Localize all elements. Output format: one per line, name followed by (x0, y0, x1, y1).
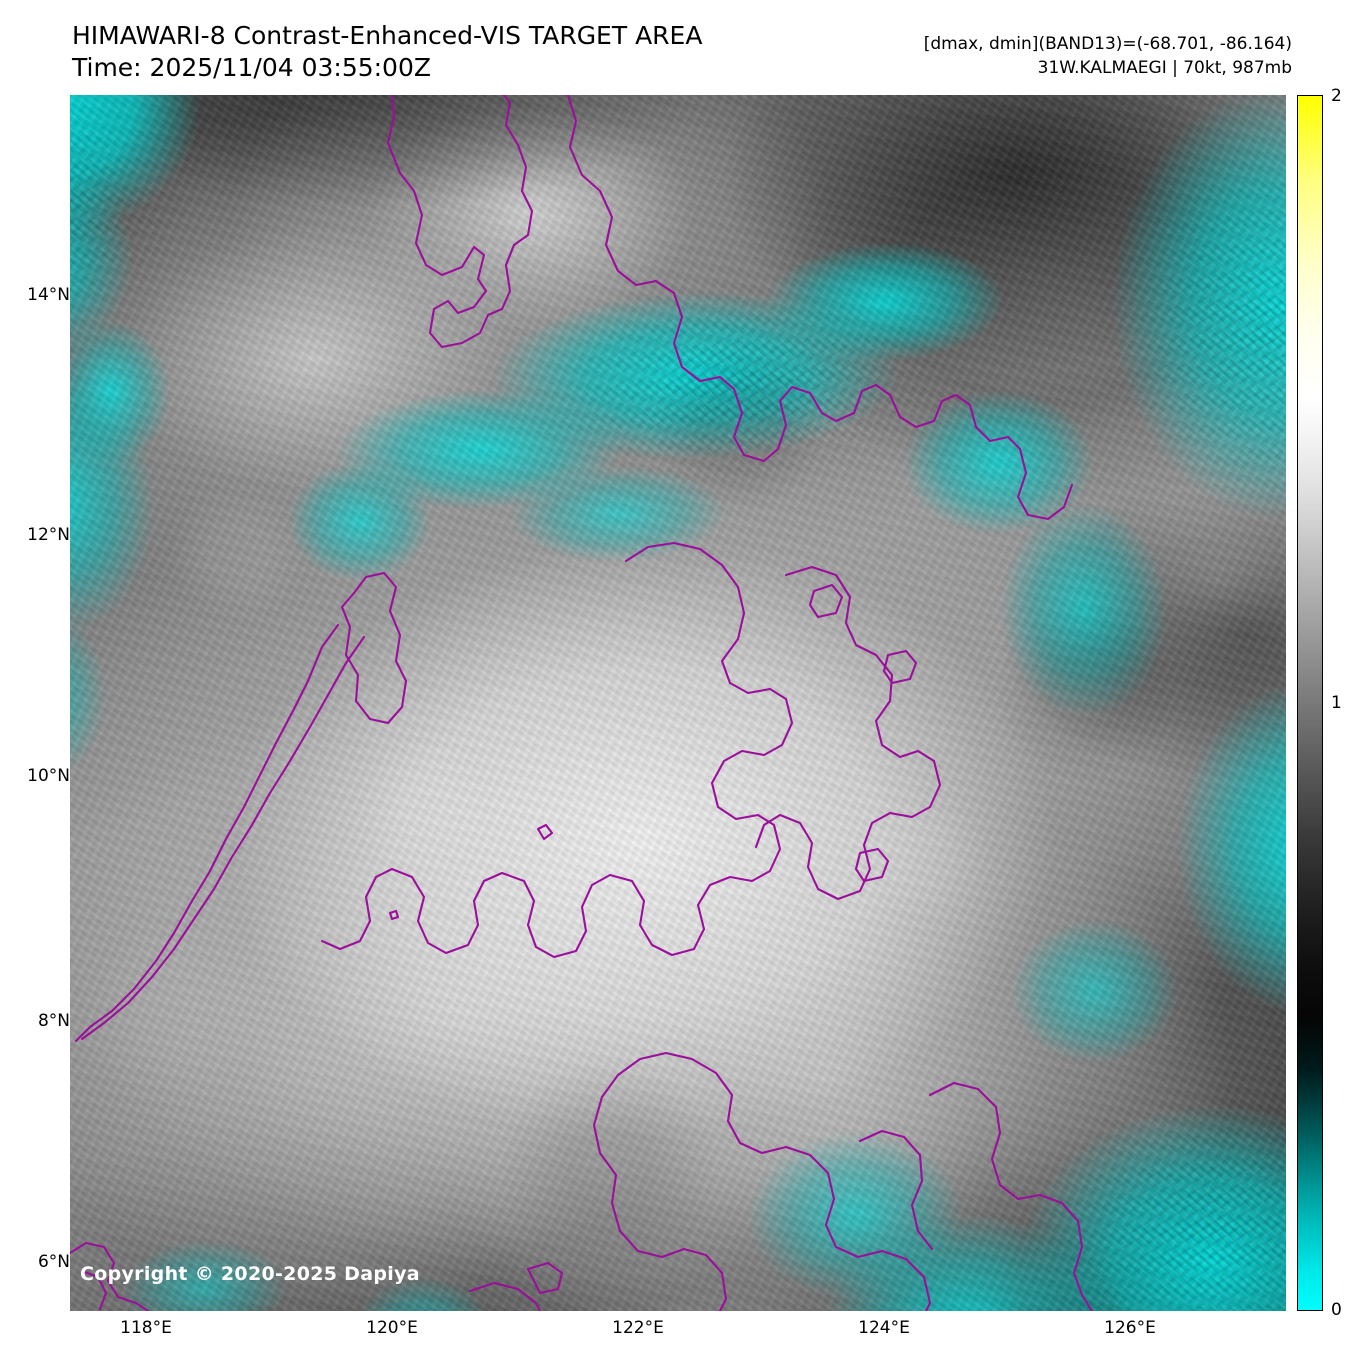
satellite-image-plot[interactable]: Copyright © 2020-2025 Dapiya (70, 95, 1286, 1311)
y-axis-tick-12n: 12°N (27, 525, 70, 545)
colorbar[interactable] (1297, 95, 1323, 1311)
cloud-texture-layer-mottle (70, 95, 1286, 1311)
x-axis-tick-126e: 126°E (1104, 1318, 1156, 1338)
page-title: HIMAWARI-8 Contrast-Enhanced-VIS TARGET … (72, 21, 703, 50)
colorbar-tick-1: 1 (1331, 693, 1342, 713)
y-axis-tick-8n: 8°N (37, 1011, 70, 1031)
x-axis-tick-124e: 124°E (858, 1318, 910, 1338)
colorbar-tick-0: 0 (1331, 1300, 1342, 1320)
copyright-notice: Copyright © 2020-2025 Dapiya (80, 1263, 420, 1285)
colorbar-tick-2: 2 (1331, 86, 1342, 106)
storm-info-label: 31W.KALMAEGI | 70kt, 987mb (1037, 58, 1292, 78)
x-axis-tick-122e: 122°E (612, 1318, 664, 1338)
x-axis-tick-120e: 120°E (366, 1318, 418, 1338)
y-axis-tick-10n: 10°N (27, 766, 70, 786)
satellite-swath (70, 95, 1286, 1311)
figure-title-block: HIMAWARI-8 Contrast-Enhanced-VIS TARGET … (72, 20, 702, 84)
timestamp-line: Time: 2025/11/04 03:55:00Z (72, 53, 431, 82)
y-axis-tick-6n: 6°N (37, 1252, 70, 1272)
x-axis-tick-118e: 118°E (120, 1318, 172, 1338)
y-axis-tick-14n: 14°N (27, 285, 70, 305)
figure-annotation-block: [dmax, dmin](BAND13)=(-68.701, -86.164) … (924, 32, 1292, 80)
dmax-dmin-label: [dmax, dmin](BAND13)=(-68.701, -86.164) (923, 34, 1292, 54)
